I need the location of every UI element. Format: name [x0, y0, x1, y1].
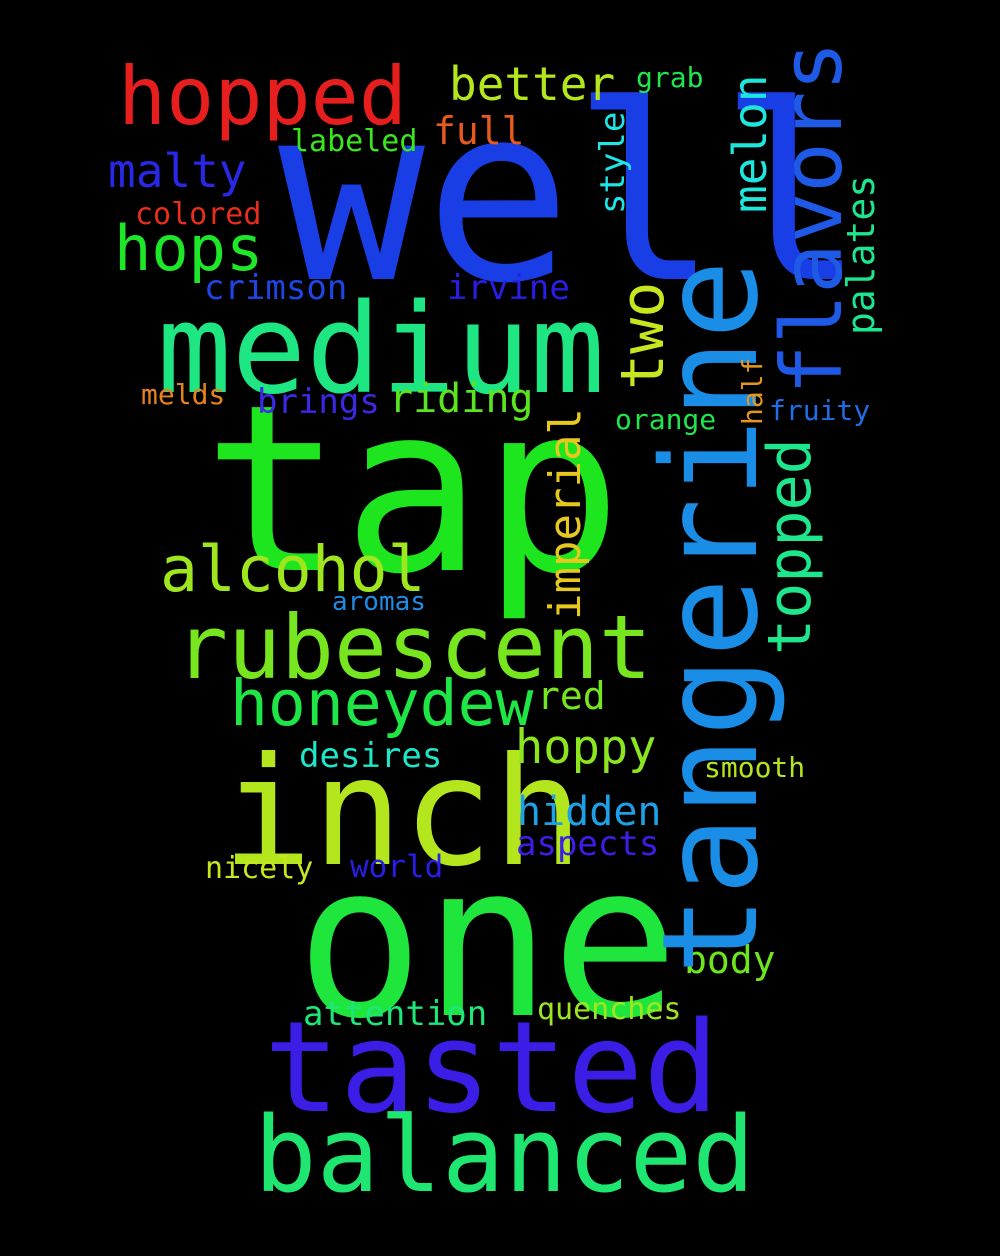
- word-topped: topped: [755, 438, 825, 655]
- word-palates: palates: [839, 174, 883, 335]
- word-nicely: nicely: [205, 851, 314, 886]
- word-melon: melon: [723, 74, 777, 213]
- word-desires: desires: [299, 736, 443, 776]
- word-honeydew: honeydew: [230, 667, 534, 740]
- word-imperial: imperial: [540, 408, 591, 620]
- word-hopped: hopped: [118, 50, 407, 143]
- word-colored: colored: [135, 197, 262, 232]
- word-one: one: [296, 818, 679, 1065]
- word-red: red: [537, 674, 606, 718]
- word-irvine: irvine: [447, 268, 570, 308]
- word-better: better: [449, 57, 616, 111]
- word-style: style: [593, 111, 633, 214]
- word-aspects: aspects: [516, 824, 660, 864]
- word-half: half: [736, 357, 769, 425]
- word-inch: inch: [222, 726, 584, 900]
- word-attention: attention: [303, 994, 488, 1034]
- word-rubescent: rubescent: [175, 596, 652, 699]
- word-tap: tap: [203, 355, 623, 625]
- word-hoppy: hoppy: [515, 720, 657, 775]
- word-smooth: smooth: [704, 751, 806, 784]
- word-alcohol: alcohol: [160, 533, 426, 606]
- word-medium: medium: [157, 278, 605, 422]
- word-body: body: [684, 938, 776, 982]
- word-melds: melds: [141, 378, 226, 411]
- word-world: world: [350, 849, 444, 885]
- word-malty: malty: [108, 144, 247, 198]
- word-two: two: [608, 281, 678, 390]
- word-riding: riding: [389, 376, 534, 422]
- word-quenches: quenches: [537, 992, 682, 1027]
- word-fruity: fruity: [769, 394, 871, 427]
- word-aromas: aromas: [332, 587, 426, 617]
- word-hops: hops: [114, 212, 264, 285]
- word-well: well: [278, 53, 866, 337]
- word-crimson: crimson: [204, 268, 348, 308]
- word-tasted: tasted: [264, 994, 720, 1141]
- word-hidden: hidden: [517, 789, 662, 835]
- word-full: full: [433, 109, 525, 153]
- word-brings: brings: [257, 382, 380, 422]
- word-labeled: labeled: [291, 124, 418, 159]
- word-grab: grab: [636, 61, 704, 94]
- word-orange: orange: [615, 403, 717, 436]
- word-balanced: balanced: [254, 1094, 755, 1216]
